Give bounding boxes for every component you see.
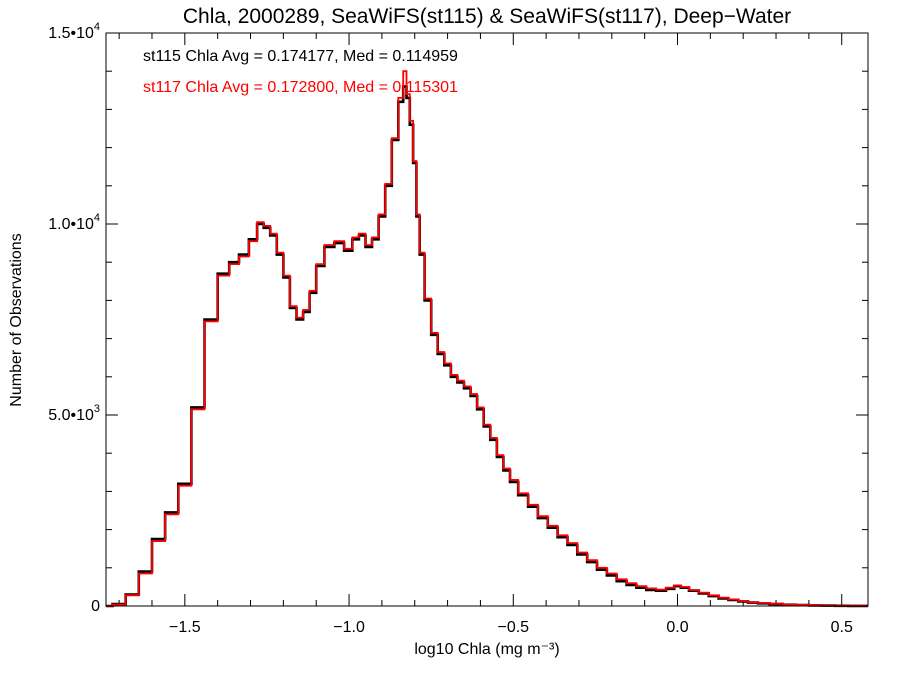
y-tick-exponent: 4 <box>94 21 100 33</box>
plot-frame <box>105 32 869 607</box>
y-tick-mantissa: 0 <box>91 598 100 615</box>
y-tick-mantissa: 1.5•10 <box>48 25 94 42</box>
chart-title: Chla, 2000289, SeaWiFS(st115) & SeaWiFS(… <box>183 5 791 28</box>
series-st115-line <box>106 85 868 608</box>
y-tick-mantissa: 5.0•10 <box>48 407 94 424</box>
x-tick-label: −1.0 <box>333 619 365 636</box>
y-tick-label: 1.0•104 <box>48 212 100 233</box>
annotation-st117: st117 Chla Avg = 0.172800, Med = 0.11530… <box>143 79 458 96</box>
y-tick-label: 1.5•104 <box>48 21 100 42</box>
x-tick-label: 0.5 <box>831 619 853 636</box>
y-tick-label: 0 <box>91 598 100 615</box>
x-tick-label: −0.5 <box>497 619 529 636</box>
x-tick-label: 0.0 <box>666 619 688 636</box>
series-layer <box>106 70 868 608</box>
series-st117-line <box>106 70 868 607</box>
y-tick-mantissa: 1.0•10 <box>48 216 94 233</box>
y-tick-exponent: 4 <box>94 212 100 224</box>
y-axis-label: Number of Observations <box>8 233 25 406</box>
x-axis-label: log10 Chla (mg m⁻³) <box>414 641 559 658</box>
axis-ticks <box>106 32 868 607</box>
annotation-st115: st115 Chla Avg = 0.174177, Med = 0.11495… <box>143 48 458 65</box>
y-tick-label: 5.0•103 <box>48 403 100 424</box>
x-tick-label: −1.5 <box>169 619 201 636</box>
y-tick-exponent: 3 <box>94 403 100 415</box>
